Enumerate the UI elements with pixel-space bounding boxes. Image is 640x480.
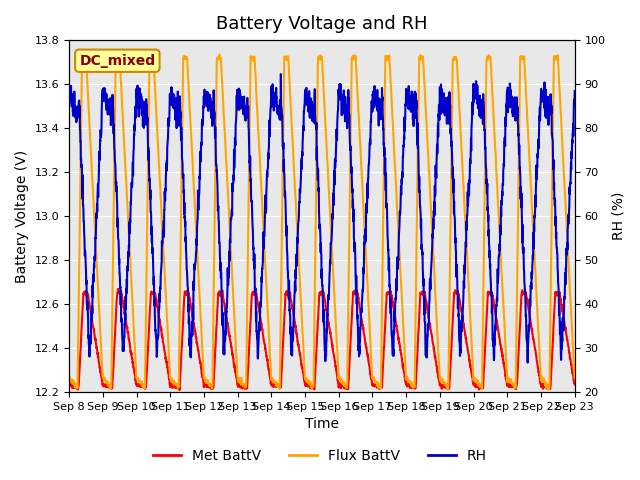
X-axis label: Time: Time bbox=[305, 418, 339, 432]
Y-axis label: Battery Voltage (V): Battery Voltage (V) bbox=[15, 150, 29, 283]
Y-axis label: RH (%): RH (%) bbox=[611, 192, 625, 240]
Title: Battery Voltage and RH: Battery Voltage and RH bbox=[216, 15, 428, 33]
Legend: Met BattV, Flux BattV, RH: Met BattV, Flux BattV, RH bbox=[148, 443, 492, 468]
Text: DC_mixed: DC_mixed bbox=[79, 54, 156, 68]
